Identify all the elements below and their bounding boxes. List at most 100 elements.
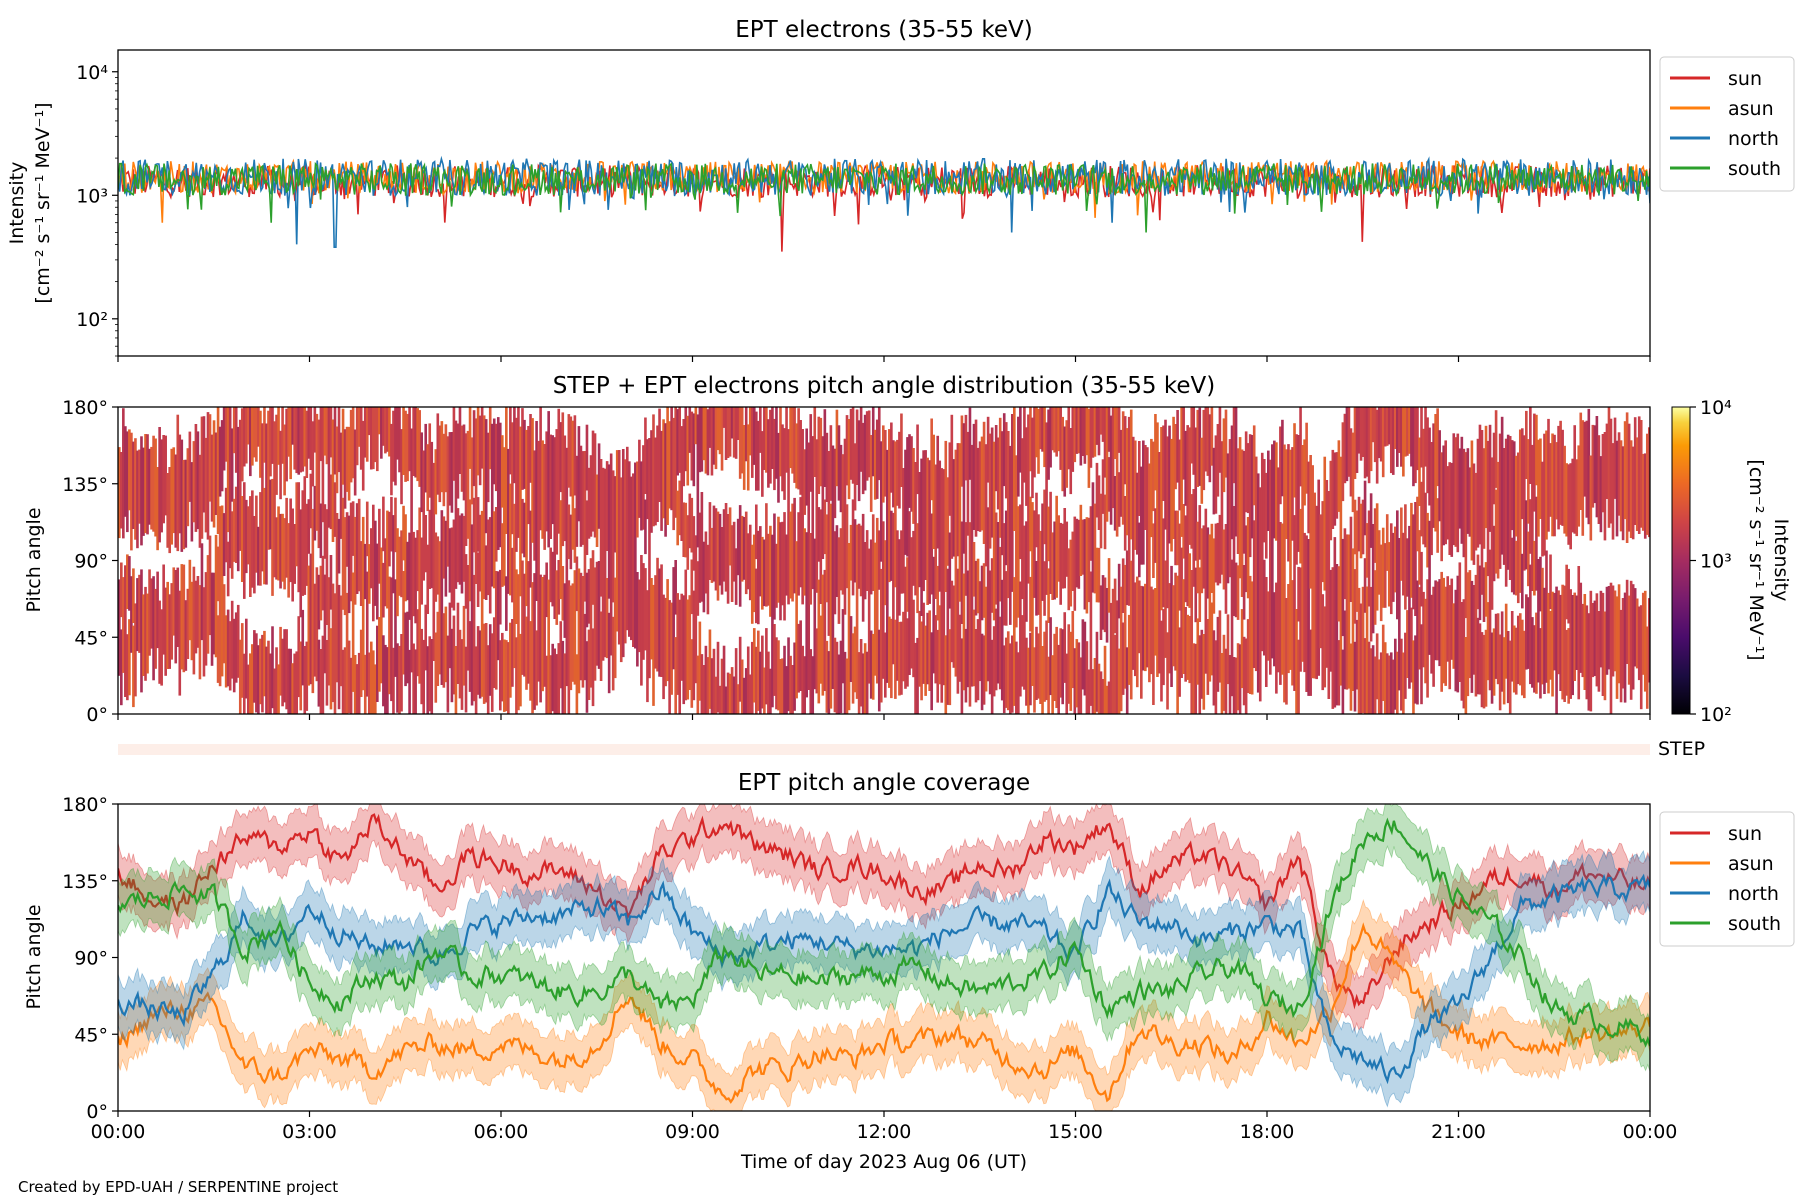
- pad-heatmap-column: [970, 444, 974, 687]
- pad-heatmap-column: [714, 676, 718, 714]
- pad-heatmap-column: [1220, 653, 1224, 714]
- pad-heatmap-column: [1585, 420, 1589, 518]
- pad-heatmap-column: [1238, 644, 1242, 714]
- pad-heatmap-column: [1317, 479, 1321, 676]
- coverage-xtick-label: 03:00: [282, 1121, 337, 1143]
- pad-heatmap-column: [627, 461, 631, 637]
- pad-heatmap-column: [545, 562, 548, 618]
- pad-heatmap-column: [1389, 407, 1393, 474]
- pad-heatmap-column: [1198, 505, 1202, 560]
- pad-heatmap-column: [1063, 508, 1067, 589]
- pad-heatmap-column: [1081, 619, 1085, 690]
- pad-heatmap-column: [726, 672, 730, 714]
- pad-heatmap-column: [1406, 610, 1409, 678]
- pad-heatmap-column: [1355, 619, 1359, 690]
- pad-heatmap-column: [1246, 517, 1250, 599]
- pad-heatmap-column: [1531, 444, 1534, 591]
- pad-heatmap-column: [767, 651, 770, 714]
- pad-heatmap-column: [1414, 502, 1417, 616]
- pad-heatmap-column: [1059, 628, 1062, 698]
- pad-heatmap-column: [329, 628, 333, 710]
- pad-heatmap-column: [654, 575, 657, 669]
- pad-heatmap-column: [283, 629, 286, 703]
- pad-heatmap-column: [216, 546, 220, 602]
- pad-heatmap-column: [283, 424, 286, 496]
- pad-heatmap-column: [156, 467, 159, 551]
- pad-heatmap-column: [1053, 633, 1056, 701]
- pad-heatmap-column: [335, 513, 339, 683]
- pad-heatmap-column: [587, 569, 591, 624]
- pad-heatmap-column: [265, 423, 268, 585]
- pad-heatmap-column: [1095, 462, 1099, 518]
- pad-heatmap-column: [1595, 416, 1599, 518]
- pad-heatmap-column: [343, 429, 347, 509]
- pad-heatmap-column: [180, 439, 184, 552]
- pad-heatmap-column: [704, 645, 708, 714]
- pad-heatmap-column: [674, 407, 677, 518]
- pad-heatmap-column: [950, 580, 954, 663]
- pad-heatmap-column: [388, 511, 391, 567]
- pad-heatmap-column: [122, 577, 125, 673]
- pad-heatmap-column: [730, 525, 734, 602]
- pad-heatmap-column: [1137, 441, 1141, 516]
- pad-heatmap-column: [873, 542, 877, 676]
- pad-heatmap-column: [1129, 409, 1133, 540]
- pad-heatmap-column: [904, 566, 907, 689]
- pad-heatmap-column: [1381, 407, 1385, 478]
- pad-heatmap-column: [1154, 414, 1157, 491]
- pad-heatmap-column: [1081, 519, 1085, 575]
- pad-heatmap-column: [1295, 609, 1298, 714]
- pad-heatmap-column: [1103, 494, 1107, 550]
- pad-heatmap-column: [1148, 463, 1151, 683]
- pad-heatmap-column: [1529, 564, 1532, 685]
- pad-heatmap-column: [757, 530, 760, 625]
- pad-heatmap-column: [732, 407, 736, 458]
- pad-heatmap-column: [1200, 437, 1204, 504]
- pad-heatmap-column: [609, 453, 613, 656]
- pad-heatmap-column: [1206, 527, 1210, 599]
- pad-heatmap-column: [1387, 542, 1391, 607]
- pad-heatmap-column: [1190, 407, 1194, 464]
- pad-heatmap-column: [321, 635, 325, 714]
- pad-heatmap-column: [515, 417, 518, 552]
- pad-heatmap-column: [1119, 586, 1123, 712]
- pad-heatmap-column: [994, 512, 998, 605]
- pad-heatmap-column: [819, 417, 823, 487]
- pad-heatmap-column: [1109, 415, 1113, 525]
- colorbar-label-line1: Intensity: [1770, 519, 1792, 602]
- pad-heatmap-column: [390, 577, 393, 702]
- pad-heatmap-column: [1004, 422, 1008, 499]
- pad-heatmap-column: [682, 502, 686, 557]
- pad-heatmap-column: [218, 426, 222, 497]
- pad-heatmap-column: [1204, 508, 1208, 674]
- pad-heatmap-column: [605, 461, 609, 551]
- pad-heatmap-column: [984, 586, 988, 692]
- pad-heatmap-column: [646, 439, 649, 520]
- pad-heatmap-column: [196, 431, 200, 530]
- pad-heatmap-column: [1404, 504, 1407, 610]
- pad-heatmap-column: [1065, 521, 1069, 577]
- pad-heatmap-column: [444, 606, 448, 683]
- pad-heatmap-column: [509, 622, 512, 698]
- pad-heatmap-column: [763, 407, 766, 470]
- pad-heatmap-column: [1043, 489, 1046, 545]
- pad-heatmap-column: [1323, 606, 1327, 688]
- pad-heatmap-column: [823, 569, 827, 691]
- pad-heatmap-column: [269, 479, 272, 550]
- pad-heatmap-column: [1027, 414, 1030, 584]
- pad-heatmap-column: [240, 623, 244, 698]
- pad-heatmap-column: [630, 476, 633, 641]
- pad-heatmap-column: [414, 537, 417, 624]
- pad-heatmap-column: [361, 420, 365, 491]
- pad-heatmap-column: [702, 665, 706, 714]
- pad-heatmap-column: [696, 655, 700, 714]
- pad-heatmap-column: [1172, 416, 1175, 539]
- pad-heatmap-column: [769, 409, 772, 484]
- pad-heatmap-column: [1075, 407, 1079, 454]
- pad-heatmap-column: [1527, 531, 1530, 587]
- pad-heatmap-column: [128, 556, 131, 611]
- pad-heatmap-column: [1458, 562, 1462, 682]
- pad-heatmap-column: [821, 574, 825, 696]
- pad-heatmap-column: [1142, 440, 1145, 565]
